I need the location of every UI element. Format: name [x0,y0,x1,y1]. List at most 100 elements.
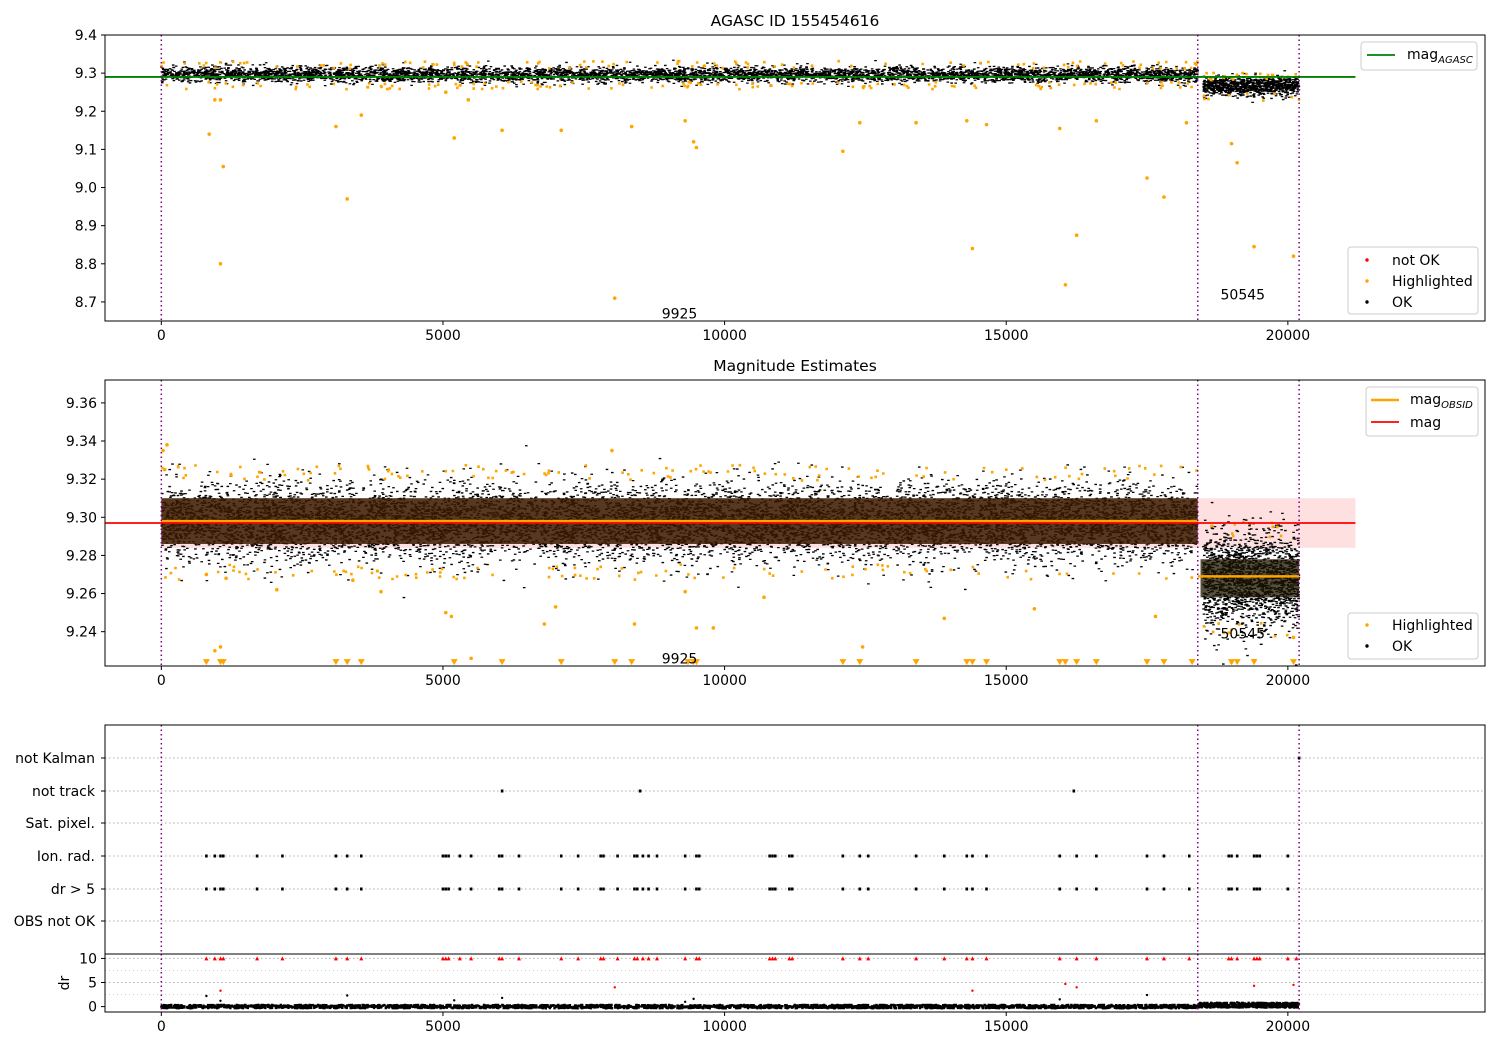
flag-marker [517,887,521,891]
estimates-offscale-marker [557,659,565,666]
estimates-offscale-marker [1056,659,1064,666]
flag-marker [1258,887,1261,891]
flag-marker [213,854,217,858]
dr-clipped-marker [655,956,659,961]
estimates-highlighted-point [553,605,558,609]
flag-marker [345,887,349,891]
estimates-offscale-marker [1092,659,1100,666]
flag-marker [1255,887,1259,891]
flag-marker [683,854,687,858]
flag-marker [965,854,969,858]
flag-row-label: not Kalman [15,751,95,767]
agasc-highlighted-point [559,128,564,133]
flag-marker [255,887,259,891]
estimates-highlighted-point [1153,614,1158,619]
dr-outlier-red-point [1252,984,1256,988]
flag-marker [1230,887,1233,891]
estimates-highlighted-point [274,587,279,592]
estimates-offscale-marker [684,659,692,666]
agasc-legend-label: OK [1392,295,1413,311]
dr-ytick-label: 0 [88,1000,97,1016]
flag-marker [914,887,918,891]
agasc-highlighted-point [1162,195,1166,199]
agasc-obs-label: 50545 [1221,287,1266,303]
agasc-highlighted-point [218,262,223,266]
estimates-ytick-label: 9.24 [66,625,97,641]
flag-marker [1072,789,1076,793]
estimates-highlighted-point [632,622,637,626]
dr-clipped-marker [632,956,637,961]
agasc-highlighted-point [1291,254,1296,258]
estimates-offscale-marker [839,659,847,666]
flag-marker [1258,854,1261,858]
dr-outlier-red-point [971,989,974,992]
estimates-offscale-marker [912,659,920,666]
dr-clipped-marker [559,956,564,961]
estimates-obs-label: 9925 [662,651,698,667]
agasc-highlighted-point [1229,141,1234,146]
estimates-highlighted-point [542,622,547,626]
agasc-legend-marker [1365,258,1369,262]
estimates-offscale-marker [968,659,976,666]
agasc-highlighted-point [984,122,989,127]
flag-marker [942,854,946,858]
agasc-ytick-label: 9.1 [75,142,97,158]
agasc-highlighted-point [1063,282,1068,287]
estimates-legend-mag-label: mag [1410,415,1441,431]
dr-clipped-marker [790,956,795,961]
estimates-ytick-label: 9.34 [66,434,97,450]
dr-outlier-point [692,997,695,1001]
flag-marker [576,854,580,858]
flag-marker [1286,887,1290,891]
dr-xtick-label: 0 [157,1019,166,1035]
estimates-offscale-marker [1061,659,1069,666]
agasc-highlighted-point [218,98,223,102]
flag-marker [771,887,774,891]
estimates-highlighted-point [1291,635,1296,640]
flag-marker [500,789,504,793]
flag-marker [1230,854,1233,858]
flag-marker [559,887,563,891]
flag-marker [635,887,639,891]
flag-marker [790,854,794,858]
dr-clipped-marker [576,956,581,961]
flag-marker [790,887,794,891]
flag-marker [1095,887,1098,891]
estimates-legend-obsid-label: magOBSID [1410,392,1473,411]
dr-clipped-marker [204,956,209,961]
dr-clipped-marker [640,956,645,961]
estimates-highlighted-point [204,572,209,577]
dr-clipped-marker [615,956,620,961]
agasc-ytick-label: 9.0 [75,181,97,197]
agasc-legend-top-box [1360,41,1478,71]
agasc-highlighted-point [1252,244,1256,249]
flag-marker [1227,854,1231,858]
dr-clipped-marker [443,956,448,961]
dr-plot: 0 5 10 dr 0 5000 10000 15000 20000 [57,951,1486,1035]
agasc-ytick-label: 9.2 [75,104,97,120]
dr-clipped-marker [469,956,474,961]
estimates-highlighted-point [351,578,355,582]
flag-marker [1145,854,1149,858]
agasc-legend-mag-label: magAGASC [1407,47,1473,66]
agasc-highlighted-point [1057,126,1062,131]
agasc-plot-area [105,35,1356,321]
agasc-xtick-label: 20000 [1266,328,1311,344]
flag-marker [1187,887,1191,891]
flag-marker [447,854,450,858]
estimates-highlighted-point [218,645,223,649]
flag-marker [638,789,642,793]
estimates-offscale-marker [628,659,636,666]
estimates-ytick-label: 9.26 [66,587,97,603]
dr-clipped-marker [767,956,772,961]
flag-marker [655,887,659,891]
dr-ok-points [1196,1001,1301,1009]
estimates-highlighted-point [449,614,454,619]
flag-marker [1286,854,1290,858]
estimates-highlighted-point [469,656,473,661]
estimates-ytick-label: 9.32 [66,472,97,488]
agasc-legend-mag-label-sub: AGASC [1437,55,1473,66]
dr-clipped-marker [1285,956,1290,961]
dr-clipped-marker [857,956,862,961]
dr-clipped-marker [635,956,640,961]
